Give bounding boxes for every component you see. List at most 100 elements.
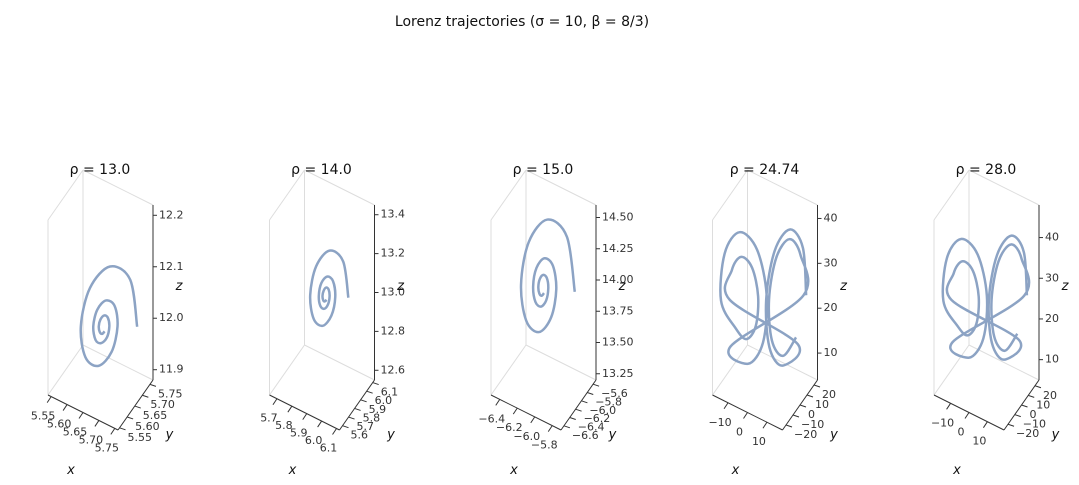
x-tick-label: 6.0 [305,434,323,447]
x-tick [547,425,553,432]
z-tick-label: 13.50 [602,336,634,349]
z-tick-label: 20 [1045,312,1059,325]
pane-edge [47,169,84,221]
z-tick-label: 40 [1045,231,1059,244]
x-tick-label: 5.70 [79,433,104,446]
z-axis-label: z [396,279,405,294]
pane-edge [933,169,970,221]
z-axis-label: z [175,279,184,294]
pane-edge [712,344,748,396]
y-tick [806,394,814,398]
x-tick-label: 5.55 [31,410,56,423]
trajectory [308,249,350,328]
trajectory [941,234,1031,361]
y-tick-label: 0 [808,408,815,421]
y-tick [142,394,149,398]
z-tick-label: 12.2 [159,208,184,221]
y-tick-label: −6.2 [584,412,611,425]
y-tick-label: −6.4 [578,421,605,434]
y-axis-label: y [829,428,838,443]
pane-edge [82,344,154,381]
panel-title: ρ = 28.0 [956,162,1017,178]
y-axis-label: y [165,428,174,443]
y-tick [563,425,571,429]
y-axis-label: y [1051,428,1060,443]
y-tick-label: −6.6 [572,429,599,442]
trajectory [79,265,139,368]
z-tick-label: 14.25 [602,242,634,255]
y-axis [339,379,375,431]
y-axis-label: y [608,428,617,443]
x-tick [78,412,84,419]
x-axis-label: x [66,463,75,478]
y-tick-label: 5.6 [351,429,369,442]
x-tick [946,403,951,410]
y-tick [799,404,807,408]
y-tick [569,417,576,420]
x-tick [723,402,729,410]
y-tick-label: 6.1 [381,386,399,399]
z-tick-label: 13.0 [381,286,406,299]
y-tick [1021,404,1028,408]
y-axis [117,379,154,431]
y-tick-label: 6.0 [375,394,393,407]
y-tick [1028,394,1035,398]
pane-edge [269,344,305,396]
x-axis [490,394,562,431]
x-tick-label: −10 [931,416,954,429]
z-axis-label: z [1061,279,1070,294]
pane-edge [712,169,748,221]
x-tick [762,421,768,429]
x-tick-label: 5.75 [95,441,120,454]
pane-edge [490,169,527,221]
y-tick [348,416,355,420]
x-tick [964,412,970,419]
z-tick-label: 13.4 [381,208,406,221]
panel-title: ρ = 24.74 [730,162,800,178]
x-tick [317,420,323,428]
pane-edge [968,169,1040,206]
x-tick-label: 5.8 [275,419,293,432]
x-tick [332,428,337,435]
y-tick-label: 5.8 [363,411,381,424]
x-axis-label: x [288,463,297,478]
x-tick-label: −6.4 [478,412,505,425]
panel-title: ρ = 15.0 [513,162,574,178]
y-tick [354,407,361,411]
y-tick [119,427,126,431]
z-tick-label: 10 [1045,353,1059,366]
y-tick-label: 5.65 [143,409,168,422]
y-tick-label: −20 [794,428,817,441]
y-tick [592,383,600,387]
pane-edge [82,169,154,206]
y-tick [126,416,134,420]
z-axis-label: z [618,279,627,294]
pane-edge [269,169,305,221]
pane-edge [525,344,597,381]
y-tick-label: −5.8 [595,396,622,409]
z-tick-label: 12.8 [381,324,406,337]
x-tick [530,416,536,424]
x-tick-label: −6.0 [513,430,540,443]
z-tick-label: 11.9 [159,363,184,376]
y-tick-label: 5.7 [357,420,375,433]
z-tick-label: 10 [824,346,838,359]
x-tick [302,413,308,420]
x-axis-label: x [952,463,961,478]
x-tick-label: 0 [736,426,743,439]
trajectory [519,218,577,334]
y-tick [134,405,141,409]
y-tick [372,382,379,386]
y-tick-label: 5.70 [150,398,175,411]
figure-title: Lorenz trajectories (σ = 10, β = 8/3) [395,14,649,30]
y-tick-label: 5.60 [135,420,160,433]
y-tick [792,414,800,418]
y-tick [1034,385,1042,389]
x-tick [743,412,748,419]
pane-edge [968,344,1040,381]
x-tick-label: −5.8 [531,439,558,452]
x-tick-label: 6.1 [320,442,338,455]
pane-edge [747,344,818,381]
y-tick-label: 5.75 [158,387,183,400]
